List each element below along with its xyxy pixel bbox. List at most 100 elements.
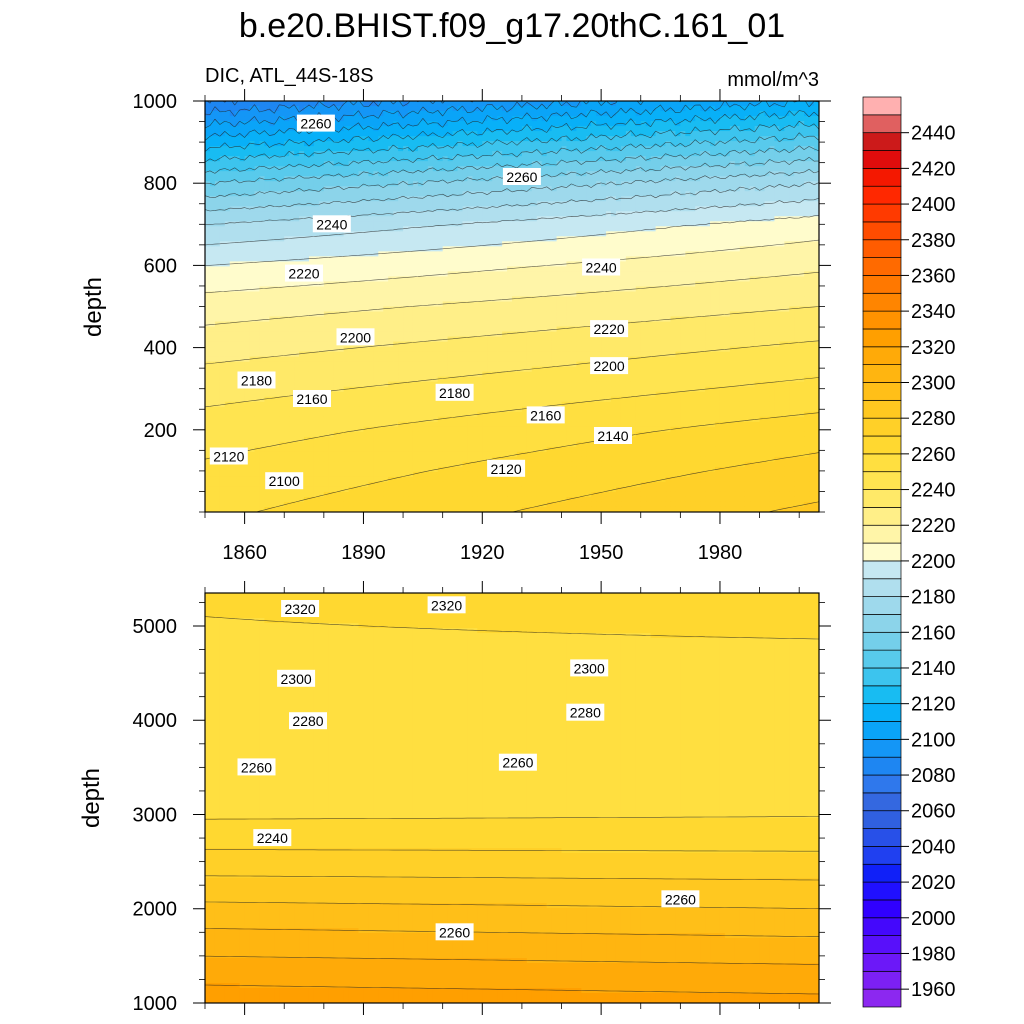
upper-fill-cell: [729, 236, 736, 242]
upper-fill-cell: [749, 276, 756, 283]
upper-fill-cell: [388, 126, 394, 132]
upper-fill-cell: [477, 191, 483, 197]
upper-fill-cell: [536, 201, 543, 207]
upper-fill-cell: [462, 206, 469, 212]
upper-fill-cell: [393, 241, 399, 247]
upper-fill-cell: [635, 121, 642, 127]
upper-fill-cell: [244, 241, 251, 247]
upper-fill-cell: [630, 246, 637, 252]
upper-fill-cell: [492, 136, 498, 142]
upper-fill-cell: [333, 131, 340, 137]
upper-fill-cell: [214, 216, 221, 222]
upper-fill-cell: [492, 256, 498, 262]
upper-fill-cell: [749, 211, 756, 217]
upper-fill-cell: [680, 231, 686, 237]
upper-fill-cell: [412, 186, 419, 192]
upper-fill-cell: [447, 106, 454, 112]
upper-fill-cell: [759, 256, 766, 262]
upper-fill-cell: [328, 156, 335, 162]
upper-fill-cell: [373, 181, 379, 187]
upper-fill-cell: [224, 276, 231, 283]
upper-fill-cell: [541, 106, 548, 112]
upper-fill-cell: [759, 116, 766, 122]
upper-fill-cell: [472, 166, 478, 172]
upper-fill-cell: [586, 216, 592, 222]
upper-fill-cell: [393, 186, 399, 192]
upper-fill-cell: [333, 281, 340, 288]
upper-fill-cell: [289, 116, 295, 122]
upper-fill-cell: [234, 266, 241, 273]
upper-fill-cell: [373, 106, 379, 112]
upper-fill-cell: [205, 251, 211, 257]
upper-fill-cell: [754, 161, 761, 167]
upper-fill-cell: [244, 231, 251, 237]
upper-fill-cell: [274, 131, 280, 137]
upper-fill-cell: [214, 101, 221, 107]
upper-fill-cell: [477, 151, 483, 157]
upper-fill-cell: [680, 221, 686, 227]
upper-fill-cell: [427, 181, 434, 187]
upper-fill-cell: [388, 246, 394, 252]
upper-fill-cell: [452, 151, 459, 157]
upper-fill-cell: [690, 166, 696, 172]
upper-fill-cell: [388, 101, 394, 107]
upper-fill-cell: [417, 266, 424, 273]
upper-fill-cell: [794, 151, 800, 157]
upper-fill-cell: [264, 131, 270, 137]
upper-fill-cell: [715, 126, 721, 132]
upper-fill-cell: [378, 156, 384, 162]
upper-fill-cell: [462, 111, 469, 117]
upper-fill-cell: [685, 146, 691, 152]
upper-fill-cell: [516, 116, 523, 122]
upper-fill-cell: [536, 141, 543, 147]
upper-fill-cell: [596, 141, 602, 147]
upper-fill-cell: [685, 256, 691, 262]
upper-fill-cell: [259, 101, 266, 107]
upper-fill-cell: [269, 281, 275, 288]
upper-fill-cell: [284, 301, 290, 308]
upper-fill-cell: [338, 171, 345, 177]
upper-fill-cell: [219, 161, 226, 167]
upper-fill-cell: [729, 186, 736, 192]
upper-fill-cell: [531, 136, 538, 142]
upper-fill-cell: [606, 126, 612, 132]
upper-fill-cell: [729, 241, 736, 247]
upper-fill-cell: [388, 216, 394, 222]
upper-fill-cell: [209, 281, 216, 288]
upper-fill-cell: [472, 161, 478, 167]
upper-fill-cell: [209, 256, 216, 262]
upper-fill-cell: [269, 226, 275, 232]
upper-fill-cell: [739, 246, 746, 252]
upper-fill-cell: [799, 141, 805, 147]
upper-fill-cell: [779, 266, 785, 273]
upper-fill-cell: [294, 136, 300, 142]
upper-fill-cell: [640, 116, 647, 122]
upper-fill-cell: [695, 231, 701, 237]
upper-fill-cell: [279, 131, 285, 137]
upper-fill-cell: [556, 286, 563, 293]
upper-fill-cell: [809, 136, 815, 142]
upper-fill-cell: [724, 156, 731, 162]
upper-fill-cell: [244, 301, 251, 308]
upper-fill-cell: [457, 276, 464, 283]
upper-fill-cell: [729, 256, 736, 262]
upper-fill-cell: [561, 286, 568, 293]
upper-fill-cell: [512, 201, 518, 207]
upper-fill-cell: [695, 156, 701, 162]
upper-fill-cell: [710, 226, 716, 232]
upper-fill-cell: [467, 186, 473, 192]
upper-fill-cell: [729, 206, 736, 212]
upper-fill-cell: [289, 246, 295, 252]
upper-fill-cell: [294, 261, 300, 267]
upper-fill-cell: [442, 201, 449, 207]
upper-fill-cell: [279, 186, 285, 192]
upper-fill-cell: [650, 136, 657, 142]
upper-fill-cell: [462, 251, 469, 257]
upper-fill-cell: [749, 256, 756, 262]
upper-fill-cell: [467, 181, 473, 187]
upper-fill-cell: [774, 151, 780, 157]
upper-fill-cell: [660, 171, 667, 177]
upper-fill-cell: [318, 146, 325, 152]
upper-fill-cell: [759, 206, 766, 212]
upper-fill-cell: [378, 136, 384, 142]
